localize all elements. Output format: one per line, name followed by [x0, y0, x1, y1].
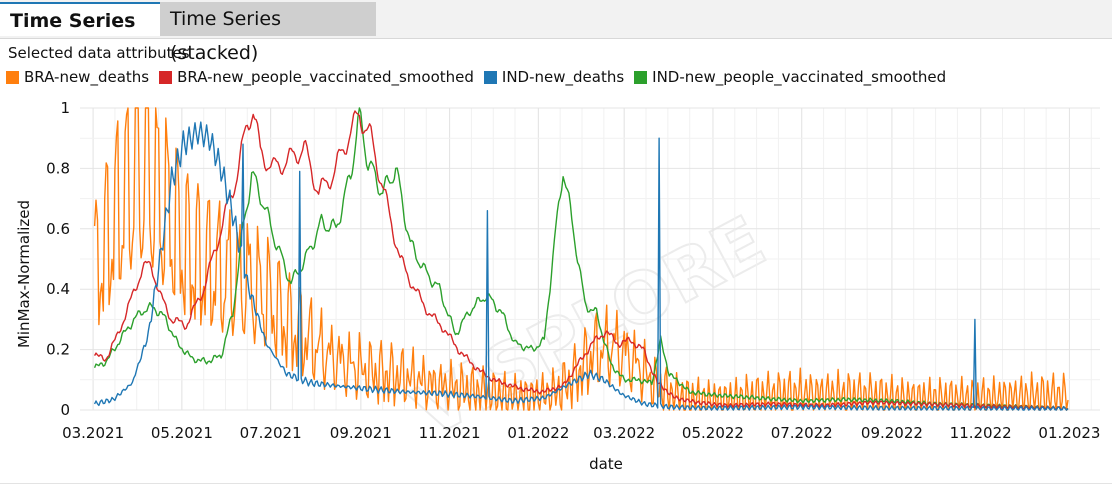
tab-time-series-stacked[interactable]: Time Series (stacked) — [160, 2, 376, 64]
x-tick-label: 01.2023 — [1038, 424, 1100, 442]
legend-label: IND-new_deaths — [501, 68, 625, 86]
bottom-divider — [0, 483, 1112, 484]
y-axis-label: MinMax-Normalized — [15, 200, 33, 348]
legend-label: BRA-new_people_vaccinated_smoothed — [177, 68, 474, 86]
watermark-text: VISPLORE — [399, 200, 778, 453]
series-line-ind-new-deaths — [93, 121, 1069, 411]
tab-time-series[interactable]: Time Series — [0, 2, 160, 36]
legend-label: BRA-new_deaths — [24, 68, 150, 86]
x-tick-label: 05.2022 — [682, 424, 744, 442]
x-tick-label: 09.2022 — [861, 424, 923, 442]
legend-item-bra-vaccinated[interactable]: BRA-new_people_vaccinated_smoothed — [159, 68, 474, 86]
y-tick-label: 0.4 — [46, 280, 70, 298]
x-tick-label: 05.2021 — [151, 424, 213, 442]
legend-label: IND-new_people_vaccinated_smoothed — [652, 68, 947, 86]
x-tick-label: 11.2021 — [419, 424, 481, 442]
y-tick-label: 0.6 — [46, 220, 70, 238]
selected-attributes-title: Selected data attributes — [8, 44, 190, 62]
legend: BRA-new_deaths BRA-new_people_vaccinated… — [6, 67, 956, 87]
legend-item-ind-new-deaths[interactable]: IND-new_deaths — [483, 68, 625, 86]
series-line-ind-new-people-vaccinated-smoothed — [93, 107, 1069, 411]
x-tick-label: 07.2022 — [771, 424, 833, 442]
legend-item-ind-vaccinated[interactable]: IND-new_people_vaccinated_smoothed — [634, 68, 946, 86]
legend-item-bra-new-deaths[interactable]: BRA-new_deaths — [6, 68, 149, 86]
series-line-bra-new-people-vaccinated-smoothed — [93, 110, 1069, 411]
x-tick-label: 01.2022 — [507, 424, 569, 442]
x-tick-label: 07.2021 — [240, 424, 302, 442]
y-tick-label: 1 — [60, 99, 70, 117]
x-axis-label: date — [589, 455, 623, 473]
legend-swatch — [159, 70, 173, 84]
x-tick-label: 03.2022 — [593, 424, 655, 442]
x-tick-label: 03.2021 — [62, 424, 124, 442]
x-tick-label: 09.2021 — [330, 424, 392, 442]
tab-bar: Time Series Time Series (stacked) — [0, 0, 1112, 64]
y-tick-label: 0 — [60, 401, 70, 419]
legend-swatch — [634, 70, 648, 84]
y-tick-label: 0.2 — [46, 341, 70, 359]
legend-swatch — [6, 70, 19, 84]
y-tick-label: 0.8 — [46, 159, 70, 177]
time-series-chart[interactable]: VISPLORE 03.2021 05.2021 07.2021 09.2021 11.2… — [0, 88, 1112, 480]
legend-swatch — [483, 70, 497, 84]
x-tick-label: 11.2022 — [950, 424, 1012, 442]
